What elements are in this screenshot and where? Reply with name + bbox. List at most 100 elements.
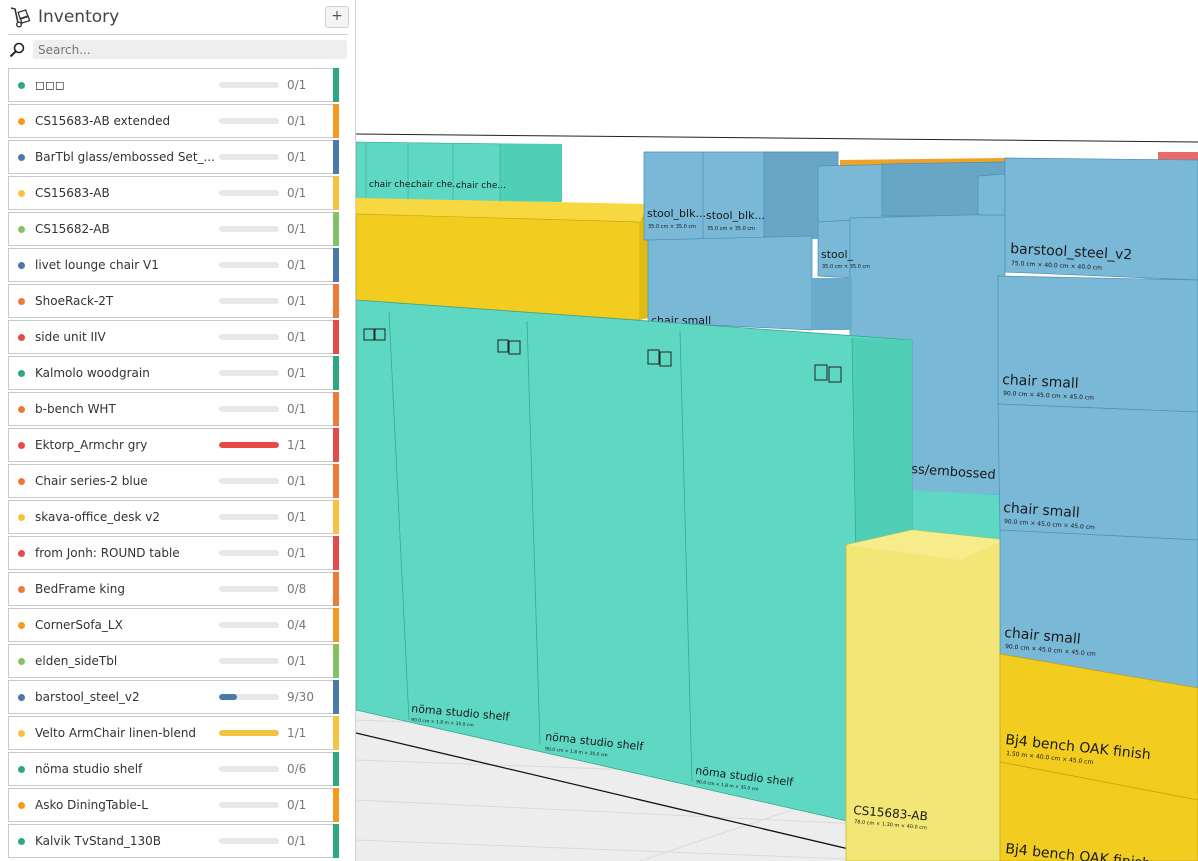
item-name: Kalvik TvStand_130B [35,834,162,848]
blue-chair-stack [997,157,1198,689]
color-stripe [333,788,339,822]
item-count: 0/1 [287,834,307,848]
item-count: 0/1 [287,402,307,416]
progress-bar [219,586,279,592]
status-dot [18,550,25,557]
color-stripe [333,680,339,714]
inventory-item[interactable]: Kalmolo woodgrain 0/1 [8,356,339,390]
color-stripe [333,608,339,642]
inventory-item[interactable]: CS15683-AB 0/1 [8,176,339,210]
status-dot [18,226,25,233]
add-item-button[interactable]: + [325,6,349,28]
color-stripe [333,68,339,102]
progress-bar [219,478,279,484]
teal-shelf-boxes [356,299,913,824]
inventory-item[interactable]: barstool_steel_v2 9/30 [8,680,339,714]
inventory-item[interactable]: elden_sideTbl 0/1 [8,644,339,678]
chair-small-label-3: chair small [1004,625,1082,648]
item-count: 0/1 [287,258,307,272]
item-count: 1/1 [287,726,307,740]
status-dot [18,514,25,521]
color-stripe [333,572,339,606]
inventory-item[interactable]: ◻◻◻ 0/1 [8,68,339,102]
inventory-item[interactable]: side unit IIV 0/1 [8,320,339,354]
inventory-item[interactable]: Chair series-2 blue 0/1 [8,464,339,498]
3d-viewport[interactable]: chair che... chair che... chair che... s… [356,0,1198,861]
item-count: 9/30 [287,690,314,704]
item-count: 0/1 [287,222,307,236]
inventory-item[interactable]: ShoeRack-2T 0/1 [8,284,339,318]
inventory-item[interactable]: CS15682-AB 0/1 [8,212,339,246]
progress-bar [219,262,279,268]
item-name: elden_sideTbl [35,654,118,668]
status-dot [18,442,25,449]
item-name: BedFrame king [35,582,125,596]
progress-bar [219,514,279,520]
color-stripe [333,392,339,426]
item-count: 0/1 [287,654,307,668]
item-name: side unit IIV [35,330,106,344]
color-stripe [333,644,339,678]
header-divider [8,34,348,35]
color-stripe [333,248,339,282]
progress-bar [219,82,279,88]
floor-edge-line [356,732,901,861]
status-dot [18,154,25,161]
color-stripe [333,536,339,570]
barstool-label: barstool_steel_v2 [1010,241,1133,263]
chair-small-label-1: chair small [1002,372,1079,392]
inventory-item[interactable]: skava-office_desk v2 0/1 [8,500,339,534]
item-name: CS15683-AB [35,186,110,200]
cs15683-ab-label: CS15683-AB [853,803,929,823]
status-dot [18,190,25,197]
search-input[interactable] [33,40,347,59]
color-stripe [333,140,339,174]
item-name: from Jonh: ROUND table [35,546,180,560]
item-name: Ektorp_Armchr gry [35,438,148,452]
item-count: 0/1 [287,186,307,200]
progress-fill [219,730,279,736]
item-count: 0/1 [287,510,307,524]
progress-bar [219,406,279,412]
status-dot [18,370,25,377]
inventory-item[interactable]: from Jonh: ROUND table 0/1 [8,536,339,570]
progress-bar [219,118,279,124]
item-count: 0/1 [287,150,307,164]
progress-fill [219,442,279,448]
inventory-item[interactable]: Velto ArmChair linen-blend 1/1 [8,716,339,750]
inventory-item[interactable]: BedFrame king 0/8 [8,572,339,606]
inventory-item[interactable]: Ektorp_Armchr gry 1/1 [8,428,339,462]
inventory-item[interactable]: Asko DiningTable-L 0/1 [8,788,339,822]
color-stripe [333,824,339,858]
inventory-item[interactable]: CS15683-AB extended 0/1 [8,104,339,138]
status-dot [18,802,25,809]
chair-small-dims-1: 90.0 cm × 45.0 cm × 45.0 cm [1003,390,1094,402]
progress-bar [219,190,279,196]
yellow-box-back [356,198,648,321]
color-stripe [333,500,339,534]
status-dot [18,730,25,737]
search-icon [9,42,25,58]
status-dot [18,298,25,305]
status-dot [18,586,25,593]
inventory-item[interactable]: b-bench WHT 0/1 [8,392,339,426]
scene-canvas[interactable]: chair che... chair che... chair che... s… [356,0,1198,861]
item-count: 0/1 [287,294,307,308]
chair-che-label-2: chair che... [411,180,461,190]
item-name: barstool_steel_v2 [35,690,140,704]
color-stripe [333,212,339,246]
item-count: 0/8 [287,582,307,596]
status-dot [18,838,25,845]
inventory-item[interactable]: nöma studio shelf 0/6 [8,752,339,786]
barstool-dims: 75.0 cm × 40.0 cm × 40.0 cm [1011,260,1102,272]
inventory-item[interactable]: CornerSofa_LX 0/4 [8,608,339,642]
chair-small-label-2: chair small [1003,500,1080,521]
inventory-item[interactable]: livet lounge chair V1 0/1 [8,248,339,282]
inventory-item[interactable]: Kalvik TvStand_130B 0/1 [8,824,339,858]
stool-dims-2: 35.0 cm × 35.0 cm [707,226,755,232]
progress-bar [219,802,279,808]
red-box-back [1158,152,1198,160]
status-dot [18,478,25,485]
item-count: 0/1 [287,78,307,92]
inventory-item[interactable]: BarTbl glass/embossed Set_... 0/1 [8,140,339,174]
